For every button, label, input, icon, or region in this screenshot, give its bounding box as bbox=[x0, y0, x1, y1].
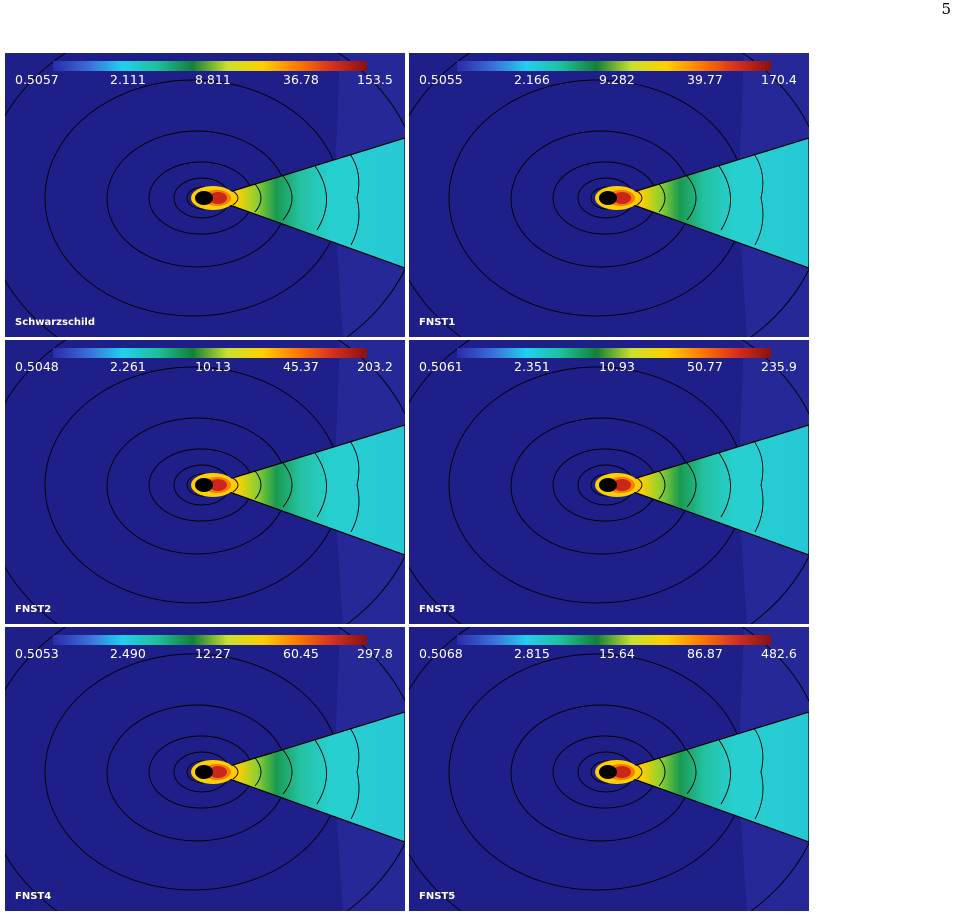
density-plot bbox=[409, 627, 809, 911]
jet-contours bbox=[232, 153, 360, 246]
colorbar-tick-label: 2.111 bbox=[110, 72, 146, 87]
colorbar-ticks: 0.5055 2.166 9.282 39.77 170.4 bbox=[419, 72, 797, 88]
colorbar-tick-label: 0.5053 bbox=[15, 646, 59, 661]
colorbar-ticks: 0.5053 2.490 12.27 60.45 297.8 bbox=[15, 646, 393, 662]
panel-label: FNST4 bbox=[15, 891, 52, 902]
colorbar-tick-label: 482.6 bbox=[761, 646, 797, 661]
colorbar-tick-label: 153.5 bbox=[357, 72, 393, 87]
density-plot bbox=[409, 53, 809, 337]
colorbar bbox=[53, 635, 367, 645]
black-hole bbox=[195, 191, 213, 205]
density-plot bbox=[409, 340, 809, 624]
black-hole bbox=[195, 765, 213, 779]
colorbar-tick-label: 235.9 bbox=[761, 359, 797, 374]
jet-contours bbox=[232, 727, 360, 820]
colorbar-tick-label: 10.93 bbox=[599, 359, 635, 374]
jet-wedge bbox=[612, 137, 809, 269]
colorbar bbox=[53, 348, 367, 358]
colorbar-tick-label: 2.166 bbox=[514, 72, 550, 87]
colorbar-tick-label: 39.77 bbox=[687, 72, 723, 87]
panel-fnst5: 0.5068 2.815 15.64 86.87 482.6 FNST5 bbox=[409, 627, 809, 911]
colorbar-tick-label: 0.5068 bbox=[419, 646, 463, 661]
colorbar-ticks: 0.5061 2.351 10.93 50.77 235.9 bbox=[419, 359, 797, 375]
panel-label: FNST5 bbox=[419, 891, 456, 902]
panel-label: FNST1 bbox=[419, 317, 456, 328]
colorbar-tick-label: 50.77 bbox=[687, 359, 723, 374]
colorbar-tick-label: 2.815 bbox=[514, 646, 550, 661]
black-hole bbox=[599, 765, 617, 779]
colorbar-tick-label: 0.5057 bbox=[15, 72, 59, 87]
colorbar bbox=[53, 61, 367, 71]
colorbar bbox=[457, 61, 771, 71]
jet-wedge bbox=[208, 137, 405, 269]
page-number: 5 bbox=[941, 0, 951, 18]
jet-wedge bbox=[612, 424, 809, 556]
colorbar-tick-label: 0.5055 bbox=[419, 72, 463, 87]
panel-fnst1: 0.5055 2.166 9.282 39.77 170.4 FNST1 bbox=[409, 53, 809, 337]
figure-grid: 0.5057 2.111 8.811 36.78 153.5 Schwarzschild 0… bbox=[5, 53, 809, 911]
panel-fnst4: 0.5053 2.490 12.27 60.45 297.8 FNST4 bbox=[5, 627, 405, 911]
colorbar-tick-label: 86.87 bbox=[687, 646, 723, 661]
panel-fnst2: 0.5048 2.261 10.13 45.37 203.2 FNST2 bbox=[5, 340, 405, 624]
jet-contours bbox=[636, 440, 764, 533]
colorbar-tick-label: 0.5048 bbox=[15, 359, 59, 374]
colorbar-ticks: 0.5057 2.111 8.811 36.78 153.5 bbox=[15, 72, 393, 88]
colorbar-ticks: 0.5068 2.815 15.64 86.87 482.6 bbox=[419, 646, 797, 662]
panel-label: FNST2 bbox=[15, 604, 52, 615]
colorbar bbox=[457, 348, 771, 358]
jet-contours bbox=[636, 153, 764, 246]
colorbar-tick-label: 203.2 bbox=[357, 359, 393, 374]
colorbar-tick-label: 15.64 bbox=[599, 646, 635, 661]
colorbar-tick-label: 2.490 bbox=[110, 646, 146, 661]
colorbar-tick-label: 10.13 bbox=[195, 359, 231, 374]
panel-label: Schwarzschild bbox=[15, 317, 95, 328]
jet-wedge bbox=[208, 711, 405, 843]
black-hole bbox=[599, 191, 617, 205]
black-hole bbox=[599, 478, 617, 492]
colorbar-tick-label: 8.811 bbox=[195, 72, 231, 87]
colorbar bbox=[457, 635, 771, 645]
jet-contours bbox=[636, 727, 764, 820]
colorbar-tick-label: 36.78 bbox=[283, 72, 319, 87]
density-plot bbox=[5, 340, 405, 624]
colorbar-tick-label: 297.8 bbox=[357, 646, 393, 661]
colorbar-tick-label: 45.37 bbox=[283, 359, 319, 374]
panel-fnst3: 0.5061 2.351 10.93 50.77 235.9 FNST3 bbox=[409, 340, 809, 624]
panel-label: FNST3 bbox=[419, 604, 456, 615]
colorbar-tick-label: 60.45 bbox=[283, 646, 319, 661]
colorbar-tick-label: 9.282 bbox=[599, 72, 635, 87]
colorbar-tick-label: 0.5061 bbox=[419, 359, 463, 374]
colorbar-tick-label: 2.351 bbox=[514, 359, 550, 374]
colorbar-tick-label: 12.27 bbox=[195, 646, 231, 661]
jet-wedge bbox=[208, 424, 405, 556]
panel-schwarzschild: 0.5057 2.111 8.811 36.78 153.5 Schwarzschild bbox=[5, 53, 405, 337]
jet-contours bbox=[232, 440, 360, 533]
jet-wedge bbox=[612, 711, 809, 843]
colorbar-tick-label: 2.261 bbox=[110, 359, 146, 374]
density-plot bbox=[5, 53, 405, 337]
black-hole bbox=[195, 478, 213, 492]
density-plot bbox=[5, 627, 405, 911]
colorbar-tick-label: 170.4 bbox=[761, 72, 797, 87]
colorbar-ticks: 0.5048 2.261 10.13 45.37 203.2 bbox=[15, 359, 393, 375]
